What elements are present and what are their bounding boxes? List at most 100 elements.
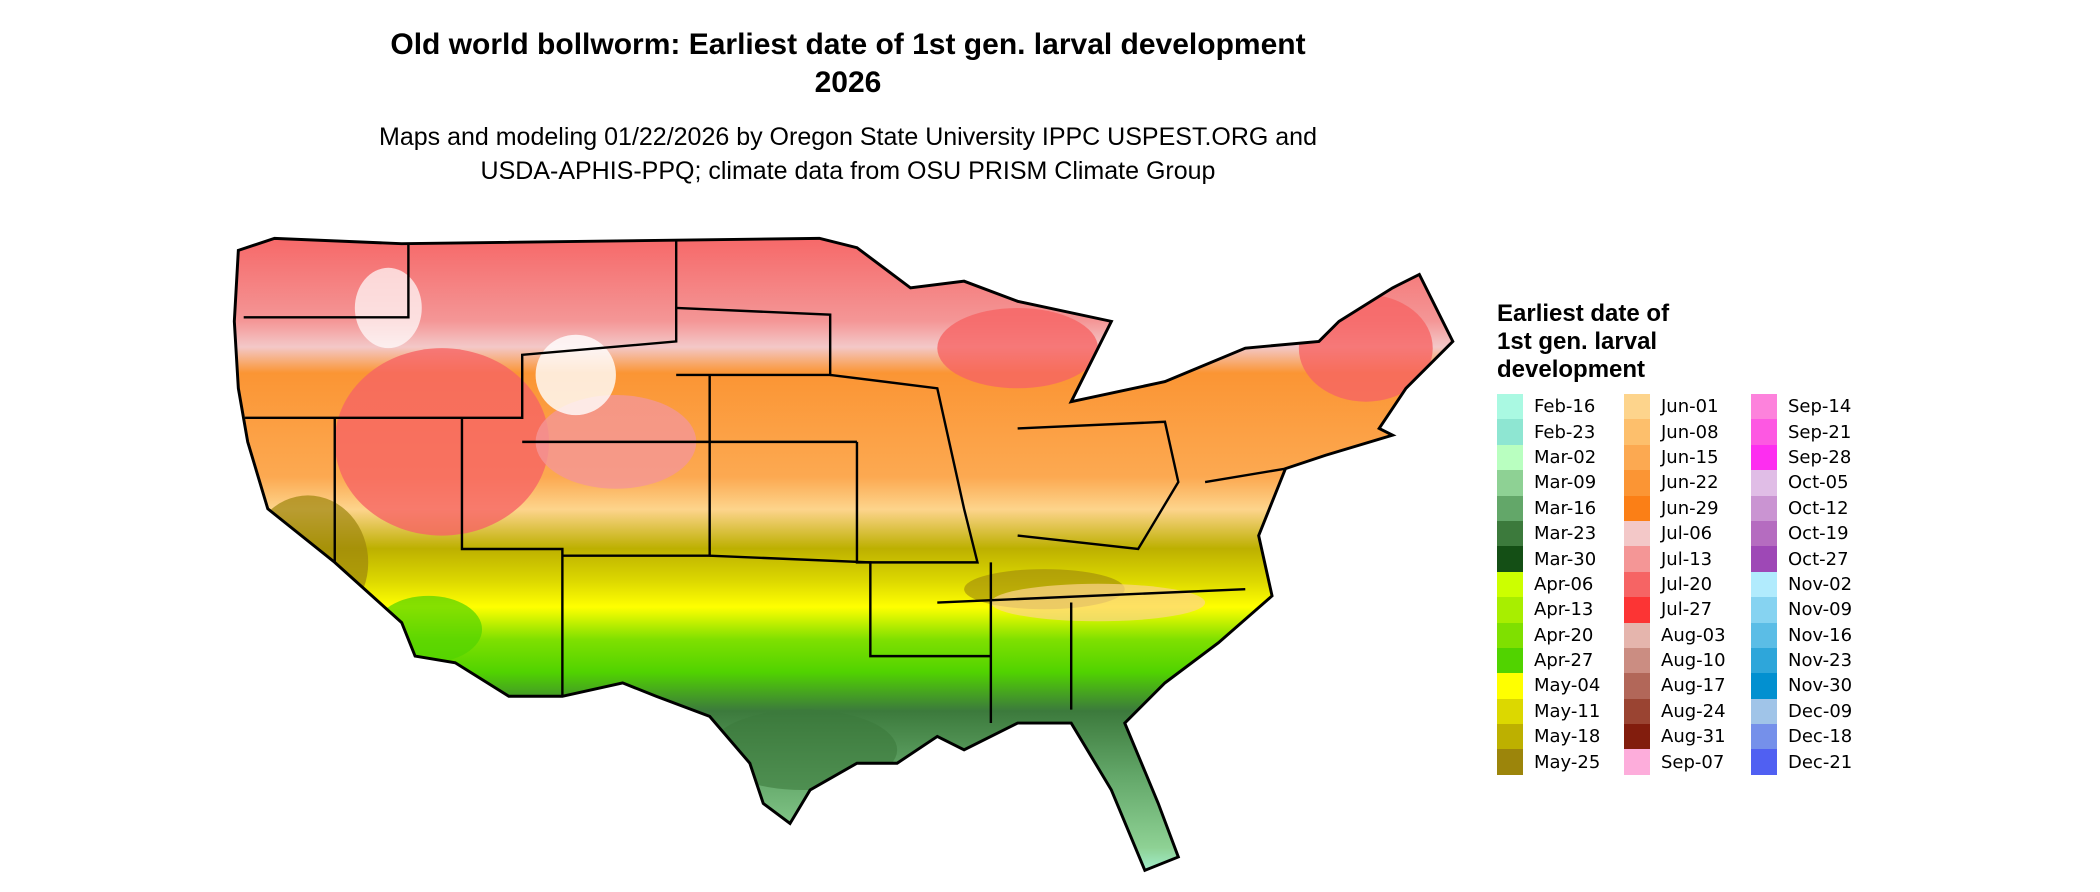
legend-label: Feb-16 [1534, 396, 1596, 418]
legend-swatch [1497, 647, 1523, 674]
legend-label: Aug-24 [1661, 700, 1726, 722]
legend-item: Sep-14 [1751, 394, 1878, 420]
legend-item: Apr-27 [1497, 647, 1624, 674]
legend-label: Nov-23 [1788, 650, 1853, 672]
legend-column: Jun-01 Jun-08 Jun-15 Jun-22 Jun-29 Jul-06 Jul-… [1624, 394, 1751, 775]
legend-label: Apr-27 [1534, 650, 1594, 672]
legend-swatch [1624, 597, 1650, 623]
legend-label: May-25 [1534, 751, 1601, 773]
legend-swatch [1751, 546, 1777, 572]
legend-swatch [1624, 444, 1650, 471]
legend-swatch [1497, 749, 1523, 775]
legend-swatch [1497, 673, 1523, 699]
legend-swatch [1751, 495, 1777, 521]
legend-item: Sep-28 [1751, 444, 1878, 471]
legend-label: May-18 [1534, 726, 1601, 748]
legend-swatch [1624, 698, 1650, 725]
legend-swatch [1497, 546, 1523, 572]
legend-item: Apr-06 [1497, 571, 1624, 598]
title-text: Old world bollworm: Earliest date of 1st… [390, 28, 1306, 61]
legend-item: May-18 [1497, 724, 1624, 750]
legend-item: Nov-23 [1751, 647, 1878, 674]
legend-swatch [1624, 647, 1650, 674]
legend-label: Feb-23 [1534, 421, 1596, 443]
legend-swatch [1497, 597, 1523, 623]
legend-item: Nov-30 [1751, 673, 1878, 699]
legend-item: Jun-08 [1624, 419, 1751, 445]
legend-label: Apr-06 [1534, 573, 1594, 595]
legend-label: Aug-31 [1661, 726, 1726, 748]
legend-swatch [1624, 520, 1650, 547]
map-subtitle: Maps and modeling 01/22/2026 by Oregon S… [0, 120, 1696, 188]
legend-item: Jul-06 [1624, 520, 1751, 547]
legend-item: Feb-16 [1497, 394, 1624, 420]
legend-swatch [1751, 470, 1777, 496]
legend-columns: Feb-16 Feb-23 Mar-02 Mar-09 Mar-16 Mar-23 Mar-… [1497, 394, 1878, 775]
legend-item: Jun-22 [1624, 470, 1751, 496]
state-borders [243, 241, 1286, 724]
legend-item: Oct-12 [1751, 495, 1878, 521]
legend-swatch [1624, 749, 1650, 775]
legend-label: Dec-18 [1788, 726, 1853, 748]
legend-item: Oct-05 [1751, 470, 1878, 496]
legend-label: Aug-17 [1661, 675, 1726, 697]
subtitle-line-2: USDA-APHIS-PPQ; climate data from OSU PR… [480, 157, 1216, 185]
legend-swatch [1624, 622, 1650, 648]
legend-item: Nov-09 [1751, 597, 1878, 623]
legend-label: Nov-09 [1788, 599, 1853, 621]
legend-item: Nov-02 [1751, 571, 1878, 598]
legend-swatch [1751, 698, 1777, 725]
legend-item: Mar-02 [1497, 444, 1624, 471]
legend-label: Mar-16 [1534, 497, 1597, 519]
legend-swatch [1624, 546, 1650, 572]
legend-column: Sep-14 Sep-21 Sep-28 Oct-05 Oct-12 Oct-19 Oct-… [1751, 394, 1878, 775]
legend-swatch [1624, 571, 1650, 598]
legend-label: Mar-30 [1534, 548, 1597, 570]
legend-label: Sep-14 [1788, 396, 1852, 418]
legend-item: Apr-20 [1497, 622, 1624, 648]
legend-label: Aug-10 [1661, 650, 1726, 672]
legend-label: Oct-12 [1788, 497, 1849, 519]
legend-item: Jun-29 [1624, 495, 1751, 521]
legend-swatch [1624, 419, 1650, 445]
legend-swatch [1751, 520, 1777, 547]
legend-label: Apr-20 [1534, 624, 1594, 646]
legend-label: May-11 [1534, 700, 1601, 722]
legend-swatch [1624, 470, 1650, 496]
legend-label: Mar-23 [1534, 523, 1597, 545]
legend-item: Aug-17 [1624, 673, 1751, 699]
legend-label: Nov-16 [1788, 624, 1853, 646]
legend-item: Jun-15 [1624, 444, 1751, 471]
legend-swatch [1624, 673, 1650, 699]
legend-swatch [1497, 495, 1523, 521]
legend-item: Oct-27 [1751, 546, 1878, 572]
legend-label: Jun-22 [1661, 472, 1719, 494]
legend-label: Jul-06 [1661, 523, 1713, 545]
legend-label: Aug-03 [1661, 624, 1726, 646]
legend-item: Jul-13 [1624, 546, 1751, 572]
legend-label: Sep-28 [1788, 446, 1852, 468]
legend-title: Earliest date of 1st gen. larval develop… [1497, 300, 1670, 383]
legend-swatch [1624, 394, 1650, 420]
legend-item: Aug-03 [1624, 622, 1751, 648]
legend-label: Jul-13 [1661, 548, 1713, 570]
legend-label: Nov-30 [1788, 675, 1853, 697]
legend-label: Apr-13 [1534, 599, 1594, 621]
legend-swatch [1497, 444, 1523, 471]
legend-swatch [1497, 394, 1523, 420]
legend-swatch [1624, 495, 1650, 521]
legend-item: May-25 [1497, 749, 1624, 775]
legend-column: Feb-16 Feb-23 Mar-02 Mar-09 Mar-16 Mar-23 Mar-… [1497, 394, 1624, 775]
legend-item: Mar-30 [1497, 546, 1624, 572]
legend-item: Jul-27 [1624, 597, 1751, 623]
legend-label: Oct-27 [1788, 548, 1849, 570]
legend-label: Jun-29 [1661, 497, 1719, 519]
legend-swatch [1751, 673, 1777, 699]
subtitle-line-1: Maps and modeling 01/22/2026 by Oregon S… [379, 123, 1317, 151]
legend-item: Jun-01 [1624, 394, 1751, 420]
legend-swatch [1751, 622, 1777, 648]
legend-item: Dec-18 [1751, 724, 1878, 750]
legend-label: Jun-15 [1661, 446, 1719, 468]
legend-swatch [1497, 622, 1523, 648]
legend-item: Apr-13 [1497, 597, 1624, 623]
